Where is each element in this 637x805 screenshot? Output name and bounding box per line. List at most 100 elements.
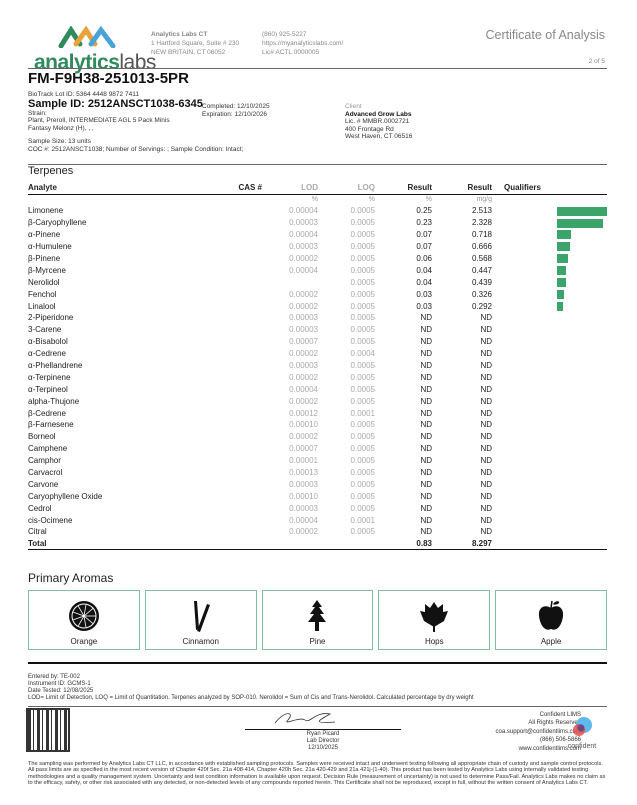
lims-rights: All Rights Reserved <box>528 720 581 727</box>
cas-number <box>178 419 262 431</box>
table-row: Camphene 0.00007 0.0005 ND ND <box>28 443 607 455</box>
qr-code[interactable] <box>26 708 70 752</box>
result-percent: ND <box>420 372 432 382</box>
cas-number <box>178 324 262 336</box>
sample-id: Sample ID: 2512ANSCT1038-6345 <box>28 97 203 110</box>
result-mgg: ND <box>480 479 492 489</box>
table-row: α-Humulene 0.00003 0.0005 0.07 0.666 <box>28 241 607 253</box>
result-percent: 0.07 <box>416 230 432 240</box>
lims-email[interactable]: coa.support@confidentlims.com <box>495 728 581 735</box>
unit-label: % <box>368 196 375 204</box>
loq-value: 0.0001 <box>350 515 375 525</box>
sign-date: 12/10/2025 <box>307 745 339 751</box>
cas-number <box>178 371 262 383</box>
lod-value: 0.00003 <box>289 503 318 513</box>
cas-number <box>178 264 262 276</box>
analyte-name: α-Cedrene <box>28 349 66 359</box>
result-bar <box>557 301 563 311</box>
qualifier-cell <box>492 348 607 360</box>
loq-value: 0.0005 <box>350 479 375 489</box>
column-header: Analyte <box>28 182 178 195</box>
loq-value: 0.0005 <box>350 242 375 252</box>
loq-value: 0.0005 <box>350 432 375 442</box>
qualifier-cell <box>492 502 607 514</box>
lod-value: 0.00004 <box>289 265 318 275</box>
logo-mark-icon <box>58 25 116 49</box>
unit-label: % <box>311 196 318 204</box>
aroma-card-cinnamon: Cinnamon <box>144 590 257 650</box>
divider <box>28 706 607 707</box>
loq-value: 0.0005 <box>350 337 375 347</box>
result-percent: ND <box>420 503 432 513</box>
cas-number <box>178 336 262 348</box>
qualifier-cell <box>492 324 607 336</box>
result-percent: ND <box>420 337 432 347</box>
loq-value: 0.0005 <box>350 301 375 311</box>
product-name: Fantasy Melonz (H), , , <box>28 124 94 132</box>
lab-phone: (860) 925-5227 <box>262 31 307 38</box>
divider <box>28 662 607 664</box>
lod-value: 0.00007 <box>289 337 318 347</box>
analyte-name: β-Pinene <box>28 254 61 263</box>
analyte-name: Borneol <box>28 432 56 442</box>
method-note: LOD= Limit of Detection, LOQ = Limit of … <box>28 695 474 701</box>
lod-value: 0.00004 <box>289 384 318 394</box>
analyte-name: Nerolidol <box>28 277 60 287</box>
lab-license: Lic# ACTL.0000005 <box>262 49 320 56</box>
cas-number <box>178 455 262 467</box>
analyte-name: Carvacrol <box>28 468 63 478</box>
qualifier-cell <box>492 395 607 407</box>
analyte-name: Fenchol <box>28 289 57 299</box>
table-row: Cedrol 0.00003 0.0005 ND ND <box>28 502 607 514</box>
lims-website[interactable]: www.confidentlims.com <box>518 745 581 752</box>
cas-number <box>178 300 262 312</box>
product: Plant, Preroll, INTERMEDIATE AGL 5 Pack … <box>28 117 170 124</box>
result-percent: ND <box>420 384 432 394</box>
loq-value: 0.0005 <box>350 503 375 513</box>
lod-value: 0.00002 <box>289 527 318 537</box>
loq-value: 0.0005 <box>350 420 375 430</box>
disclaimer: The sampling was performed by Analytics … <box>28 761 606 786</box>
qualifier-cell <box>492 336 607 348</box>
table-row: α-Cedrene 0.00002 0.0004 ND ND <box>28 348 607 360</box>
aroma-label: Hops <box>424 637 444 646</box>
result-mgg: ND <box>480 325 492 335</box>
column-header: Result <box>375 182 432 195</box>
result-percent: 0.06 <box>416 254 432 263</box>
aroma-card-apple: Apple <box>495 590 607 650</box>
result-percent: ND <box>420 456 432 466</box>
qualifier-cell <box>492 455 607 467</box>
result-percent: ND <box>420 361 432 371</box>
loq-value: 0.0005 <box>350 468 375 478</box>
cas-number <box>178 407 262 419</box>
lod-value <box>262 276 318 288</box>
client-label: Client <box>345 103 362 110</box>
table-row: α-Bisabolol 0.00007 0.0005 ND ND <box>28 336 607 348</box>
result-bar <box>557 218 604 228</box>
result-percent: ND <box>420 420 432 430</box>
table-row: α-Pinene 0.00004 0.0005 0.07 0.718 <box>28 229 607 241</box>
loq-value: 0.0005 <box>350 456 375 466</box>
qualifier-cell <box>492 276 607 288</box>
loq-value: 0.0005 <box>350 491 375 501</box>
result-mgg: 0.326 <box>471 289 492 299</box>
lod-value: 0.00003 <box>289 218 318 228</box>
result-percent: ND <box>420 396 432 406</box>
batch-id: FM-F9H38-251013-5PR <box>28 70 189 87</box>
lab-name: Analytics Labs CT <box>151 31 208 38</box>
expiration-date: Expiration: 12/10/2026 <box>202 110 268 118</box>
table-row: alpha-Thujone 0.00002 0.0005 ND ND <box>28 395 607 407</box>
lab-city: NEW BRITAIN, CT 06052 <box>151 49 226 56</box>
lab-website[interactable]: https://myanalyticslabs.com/ <box>262 40 344 47</box>
result-percent: ND <box>420 479 432 489</box>
cas-number <box>178 360 262 372</box>
analyte-name: Carvone <box>28 479 59 489</box>
table-row: Limonene 0.00004 0.0005 0.25 2.513 <box>28 205 607 217</box>
lod-value: 0.00004 <box>289 230 318 240</box>
analyte-name: 2-Piperidone <box>28 313 74 323</box>
loq-value: 0.0005 <box>350 206 375 216</box>
result-mgg: ND <box>480 515 492 525</box>
table-row: 3-Carene 0.00003 0.0005 ND ND <box>28 324 607 336</box>
client-name: Advanced Grow Labs <box>345 110 412 118</box>
analyte-name: α-Phellandrene <box>28 361 83 371</box>
